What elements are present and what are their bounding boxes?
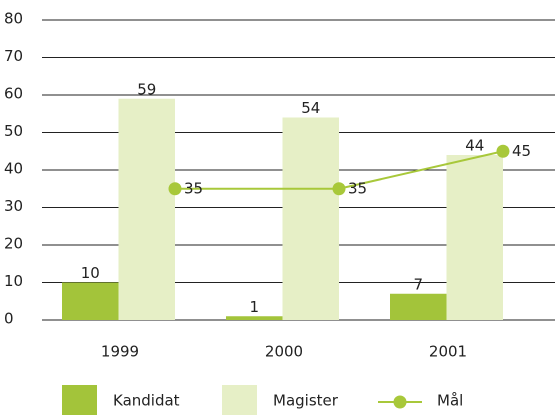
value-label: 7 (413, 275, 423, 293)
bar (226, 316, 283, 320)
legend-label: Mål (437, 392, 463, 410)
y-tick-label: 80 (4, 10, 23, 28)
legend-label: Magister (273, 392, 339, 410)
line-point (496, 144, 510, 158)
bar (118, 98, 175, 320)
value-label: 54 (301, 99, 320, 117)
legend-label: Kandidat (113, 392, 180, 410)
x-tick-label: 2001 (429, 343, 467, 361)
line-point (332, 182, 346, 196)
bar (62, 282, 119, 320)
legend-marker (393, 395, 407, 409)
value-label: 45 (512, 142, 531, 160)
bar (282, 117, 339, 320)
y-tick-label: 60 (4, 85, 23, 103)
legend-swatch (222, 385, 257, 415)
value-label: 35 (348, 179, 367, 197)
y-tick-label: 0 (4, 310, 14, 328)
y-tick-label: 40 (4, 160, 23, 178)
x-tick-label: 2000 (265, 343, 303, 361)
y-tick-label: 30 (4, 197, 23, 215)
value-label: 44 (465, 137, 484, 155)
value-label: 59 (137, 80, 156, 98)
y-tick-label: 20 (4, 235, 23, 253)
value-label: 1 (249, 298, 259, 316)
value-label: 10 (81, 264, 100, 282)
y-tick-label: 10 (4, 272, 23, 290)
y-tick-label: 70 (4, 47, 23, 65)
y-tick-label: 50 (4, 122, 23, 140)
x-tick-label: 1999 (101, 343, 139, 361)
value-label: 35 (184, 179, 203, 197)
bar (390, 293, 447, 320)
line-point (168, 182, 182, 196)
legend-swatch (62, 385, 97, 415)
bar (446, 155, 503, 320)
